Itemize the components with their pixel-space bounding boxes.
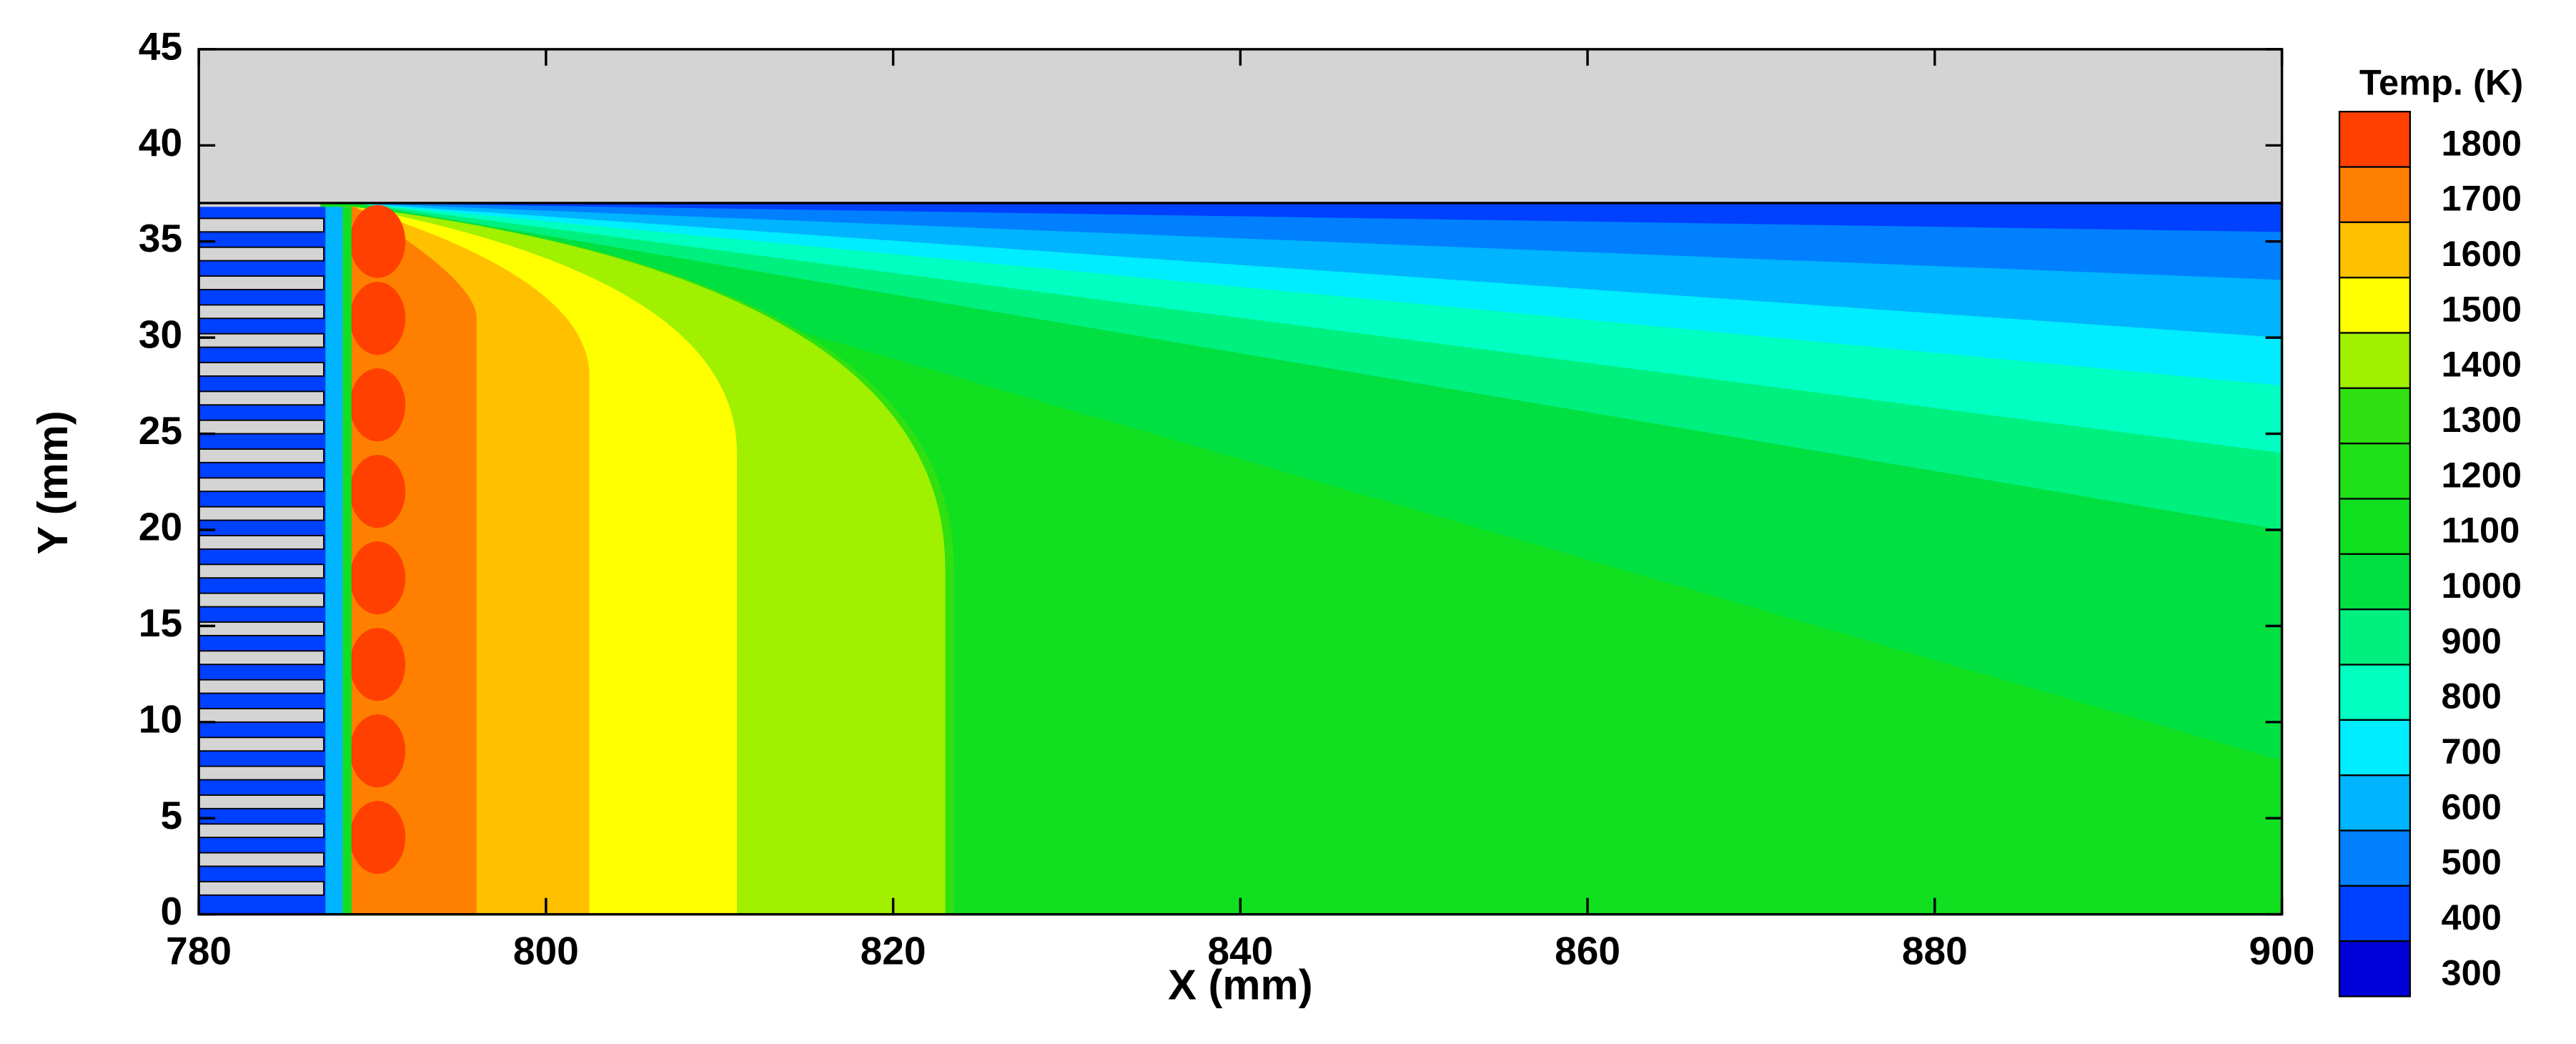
channel-fin: [198, 246, 325, 262]
colorbar-swatch: [2338, 774, 2412, 832]
channel-fin: [198, 419, 325, 435]
colorbar-label: 1400: [2442, 344, 2522, 385]
hot-spot: [350, 205, 406, 278]
colorbar-swatch: [2338, 608, 2412, 666]
channel-fin: [198, 217, 325, 233]
channel-fin: [198, 362, 325, 377]
channel-fin: [198, 390, 325, 406]
channel-fin: [198, 563, 325, 579]
channel-fin: [198, 852, 325, 867]
colorbar-label: 1600: [2442, 233, 2522, 274]
colorbar-swatch: [2338, 221, 2412, 279]
colorbar-swatch: [2338, 885, 2412, 942]
hot-spot: [350, 368, 406, 442]
colorbar-label: 800: [2442, 676, 2502, 716]
x-tick-label: 780: [166, 928, 232, 972]
hot-spot: [350, 455, 406, 528]
colorbar-label: 300: [2442, 952, 2502, 993]
colorbar-swatch: [2338, 276, 2412, 334]
contour-field: [197, 48, 2284, 916]
hot-spot: [350, 541, 406, 615]
channel-fin: [198, 477, 325, 493]
colorbar-label: 1100: [2442, 510, 2520, 551]
x-tick-label: 900: [2249, 928, 2315, 972]
channel-fin: [198, 823, 325, 839]
y-tick-label: 30: [139, 312, 182, 357]
hot-spot: [350, 714, 406, 788]
channel-fin: [198, 708, 325, 723]
colorbar-label: 600: [2442, 786, 2502, 827]
colorbar-swatch: [2338, 387, 2412, 445]
x-tick-label: 840: [1207, 928, 1273, 972]
colorbar-title: Temp. (K): [2359, 62, 2523, 103]
channel-fin: [198, 737, 325, 752]
y-tick-label: 15: [139, 601, 182, 645]
channel-fin: [198, 275, 325, 290]
colorbar-swatch: [2338, 110, 2412, 168]
x-tick-label: 860: [1555, 928, 1620, 972]
colorbar-swatch: [2338, 442, 2412, 500]
x-axis-label: X (mm): [1168, 961, 1313, 1009]
colorbar-label: 1000: [2442, 565, 2522, 606]
colorbar-swatch: [2338, 166, 2412, 223]
y-tick-label: 40: [139, 120, 182, 164]
wall-layer: [342, 207, 352, 915]
y-tick-label: 45: [139, 24, 182, 68]
x-tick-label: 880: [1902, 928, 1968, 972]
hot-spot: [350, 282, 406, 355]
channel-fin: [198, 794, 325, 809]
hot-spot: [350, 628, 406, 701]
y-axis-label: Y (mm): [29, 410, 76, 554]
channel-fin: [198, 592, 325, 608]
colorbar-swatch: [2338, 332, 2412, 389]
colorbar-swatch: [2338, 940, 2412, 998]
y-tick-label: 5: [160, 793, 182, 837]
colorbar-swatch: [2338, 498, 2412, 555]
y-tick-label: 35: [139, 216, 182, 260]
colorbar-swatch: [2338, 829, 2412, 887]
channel-fin: [198, 333, 325, 348]
y-tick-label: 20: [139, 505, 182, 549]
channel-fin: [198, 448, 325, 463]
y-tick-label: 25: [139, 408, 182, 453]
channel-fin: [198, 650, 325, 666]
colorbar-label: 1800: [2442, 122, 2522, 163]
x-tick-label: 800: [513, 928, 579, 972]
wall-layer: [325, 207, 343, 915]
hot-spot: [350, 801, 406, 875]
channel-fin: [198, 506, 325, 521]
channel-fin: [198, 679, 325, 694]
y-tick-label: 0: [160, 889, 182, 933]
colorbar-swatch: [2338, 553, 2412, 611]
channel-fin: [198, 535, 325, 550]
colorbar-label: 700: [2442, 731, 2502, 772]
channel-fin: [198, 765, 325, 781]
x-tick-label: 820: [861, 928, 926, 972]
colorbar-label: 500: [2442, 842, 2502, 882]
colorbar-label: 1200: [2442, 454, 2522, 495]
channel-fin: [198, 621, 325, 636]
colorbar-swatch: [2338, 664, 2412, 721]
colorbar-label: 1500: [2442, 288, 2522, 329]
y-tick-label: 10: [139, 696, 182, 741]
channel-fin: [198, 881, 325, 896]
colorbar-label: 400: [2442, 897, 2502, 937]
colorbar-swatch: [2338, 719, 2412, 777]
colorbar-label: 1700: [2442, 178, 2522, 219]
channel-fin: [198, 304, 325, 320]
colorbar-label: 900: [2442, 620, 2502, 661]
colorbar-label: 1300: [2442, 399, 2522, 440]
